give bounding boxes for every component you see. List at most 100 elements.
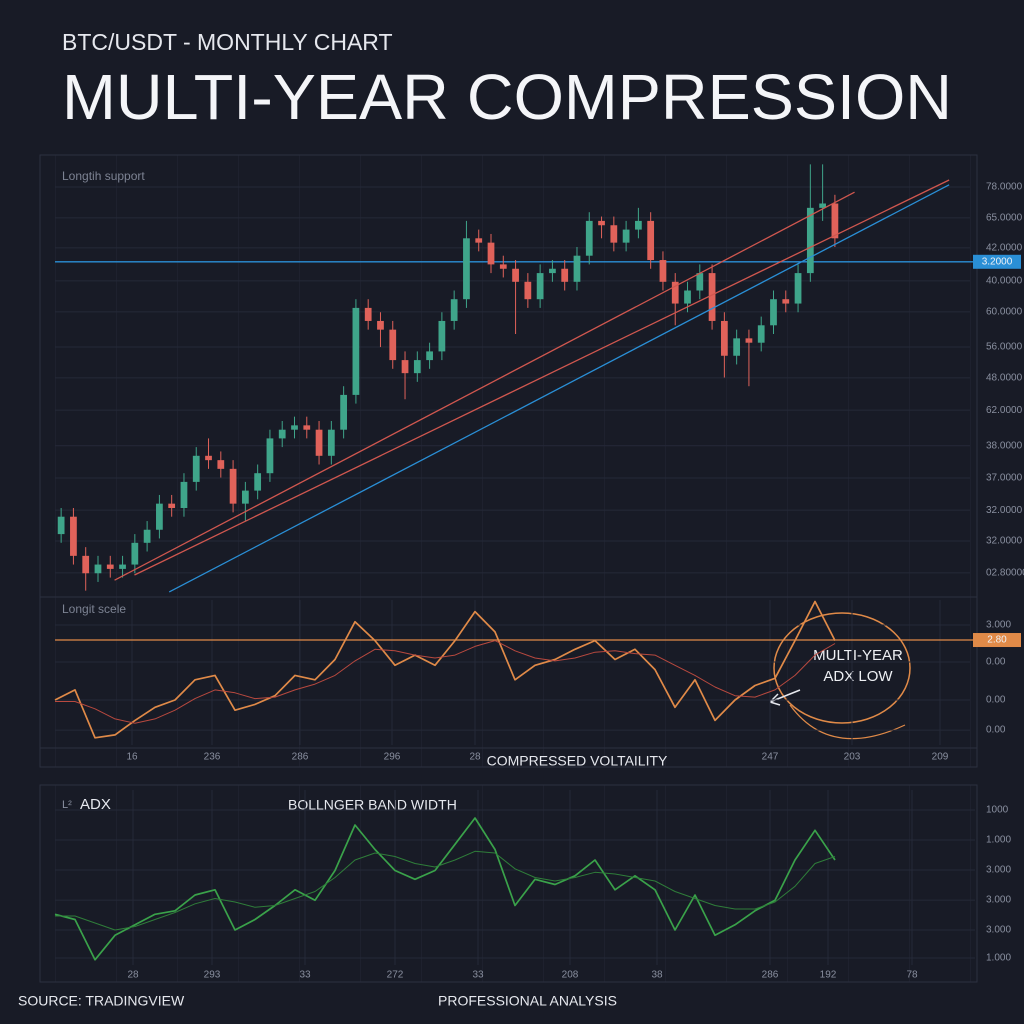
- y-tick-label: 1.000: [986, 953, 1011, 964]
- footer-source: SOURCE: TRADINGVIEW: [18, 993, 185, 1009]
- candle-body: [561, 268, 569, 282]
- y-tick-label: 32.0000: [986, 536, 1023, 547]
- candle-body: [131, 542, 139, 565]
- candle-body: [475, 238, 483, 243]
- candle-body: [831, 203, 839, 239]
- caption: COMPRESSED VOLTAILITY: [487, 753, 668, 769]
- price-tag-label: 2.80: [987, 635, 1007, 646]
- candle-body: [254, 473, 262, 491]
- candle-body: [364, 307, 372, 321]
- x-tick-label: 38: [651, 970, 663, 981]
- y-tick-label: 3.000: [986, 895, 1011, 906]
- annotation-ellipse: [773, 612, 911, 724]
- y-tick-label: 42.0000: [986, 243, 1023, 254]
- panel-label: Longit scele: [62, 602, 126, 616]
- candle-body: [463, 238, 470, 300]
- panel-label: ADX: [80, 796, 111, 813]
- y-tick-label: 65.0000: [986, 212, 1023, 223]
- y-tick-label: 1000: [986, 805, 1009, 816]
- candle-body: [119, 564, 126, 569]
- y-tick-label: 0.00: [986, 725, 1006, 736]
- candle-body: [82, 555, 90, 574]
- annotation-text: ADX LOW: [823, 668, 893, 685]
- series-line: [55, 850, 836, 931]
- candle-body: [94, 564, 102, 574]
- candle-body: [733, 338, 741, 356]
- x-tick-label: 28: [127, 970, 139, 981]
- candle-body: [266, 438, 274, 474]
- candle-body: [524, 281, 532, 300]
- candle-body: [340, 394, 348, 430]
- title: MULTI-YEAR COMPRESSION: [62, 61, 952, 133]
- annotation-text: MULTI-YEAR: [813, 647, 903, 664]
- candle-body: [659, 260, 667, 282]
- candle-body: [757, 325, 765, 343]
- candle-body: [696, 273, 704, 291]
- footer-note: PROFESSIONAL ANALYSIS: [438, 993, 617, 1009]
- candle-body: [770, 299, 777, 326]
- series-line: [54, 817, 836, 961]
- candle-body: [438, 320, 446, 352]
- candle-body: [819, 203, 826, 208]
- panel-title: BOLLNGER BAND WIDTH: [288, 797, 457, 813]
- candle-body: [156, 503, 163, 530]
- candle-body: [745, 338, 753, 343]
- candle-body: [708, 273, 716, 321]
- candle-body: [598, 220, 605, 226]
- x-tick-label: 203: [844, 752, 861, 763]
- candle-body: [635, 220, 642, 230]
- y-tick-label: 02.80000: [986, 567, 1024, 578]
- candle-body: [782, 299, 790, 304]
- candle-body: [315, 429, 323, 456]
- y-tick-label: 3.000: [986, 925, 1011, 936]
- x-tick-label: 286: [762, 970, 779, 981]
- y-tick-label: 32.0000: [986, 505, 1023, 516]
- candle-body: [106, 564, 114, 569]
- candle-body: [622, 229, 630, 243]
- candle-body: [180, 481, 188, 508]
- x-tick-label: 286: [292, 752, 309, 763]
- candle-body: [794, 273, 802, 304]
- y-tick-label: 0.00: [986, 695, 1006, 706]
- candle-body: [536, 273, 544, 300]
- trend-line: [134, 179, 950, 576]
- x-tick-label: 236: [204, 752, 221, 763]
- y-tick-label: 3.000: [986, 620, 1011, 631]
- series-line: [54, 600, 836, 739]
- candle-body: [57, 516, 65, 535]
- subtitle: BTC/USDT - MONTHLY CHART: [62, 29, 393, 55]
- candle-body: [585, 220, 593, 256]
- x-tick-label: 28: [469, 752, 481, 763]
- x-tick-label: 192: [820, 970, 837, 981]
- trend-line: [114, 191, 855, 581]
- candle-body: [192, 455, 200, 482]
- candle-body: [487, 242, 495, 265]
- candle-body: [205, 455, 212, 461]
- price-tag-label: 3.2000: [982, 256, 1013, 267]
- x-tick-label: 33: [472, 970, 484, 981]
- candle-body: [217, 460, 225, 469]
- y-tick-label: 40.0000: [986, 276, 1023, 287]
- panel-label: Longtih support: [62, 169, 145, 183]
- y-tick-label: 1.000: [986, 835, 1011, 846]
- y-tick-label: 78.0000: [986, 182, 1023, 193]
- candle-body: [671, 281, 679, 304]
- candle-body: [549, 268, 556, 274]
- candle-body: [168, 503, 176, 508]
- x-tick-label: 33: [299, 970, 311, 981]
- y-tick-label: 62.0000: [986, 405, 1023, 416]
- price-tag: [973, 254, 1021, 269]
- candle-body: [426, 351, 433, 361]
- candle-body: [377, 320, 384, 330]
- y-tick-label: 60.0000: [986, 306, 1023, 317]
- candle-body: [389, 329, 397, 361]
- lower-frame: [39, 784, 978, 983]
- candle-body: [647, 220, 655, 261]
- y-tick-label: 38.0000: [986, 440, 1023, 451]
- x-tick-label: 16: [126, 752, 138, 763]
- x-tick-label: 78: [906, 970, 918, 981]
- candle-body: [720, 320, 728, 356]
- candle-body: [610, 225, 618, 243]
- candle-body: [70, 516, 77, 556]
